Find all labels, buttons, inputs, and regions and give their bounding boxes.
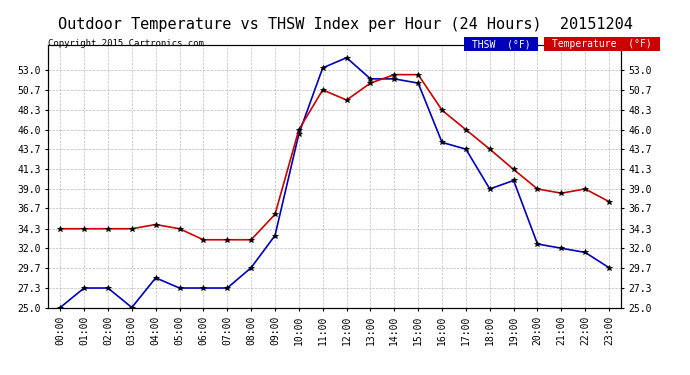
Text: Copyright 2015 Cartronics.com: Copyright 2015 Cartronics.com [48,39,204,48]
Text: Outdoor Temperature vs THSW Index per Hour (24 Hours)  20151204: Outdoor Temperature vs THSW Index per Ho… [57,17,633,32]
Text: Temperature  (°F): Temperature (°F) [546,39,658,50]
Text: THSW  (°F): THSW (°F) [466,39,536,50]
